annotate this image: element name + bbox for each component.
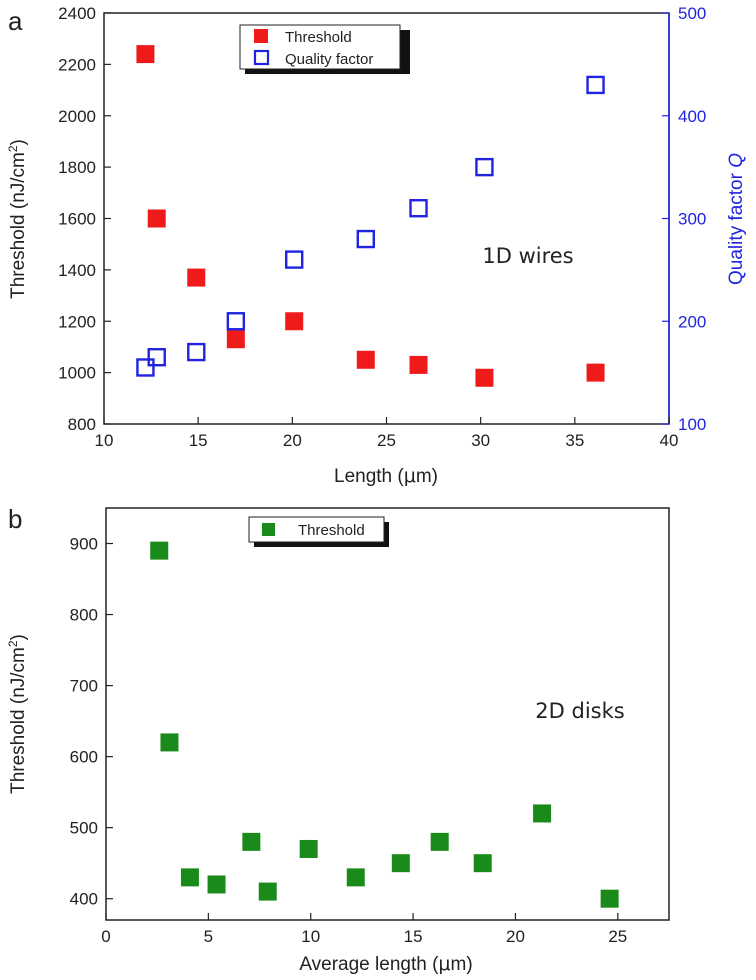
panel-b-annotation: 2D disks <box>535 699 624 723</box>
panel-a-y-tick-label: 2200 <box>58 55 96 74</box>
panel-a-y-tick-label: 1400 <box>58 261 96 280</box>
panel-b-x-tick-label: 10 <box>301 927 320 946</box>
panel-b-x-axis-title: Average length (μm) <box>299 953 472 975</box>
panel-a-x-tick-label: 35 <box>565 431 584 450</box>
panel-a-chart: a 10 15 20 25 30 35 40 800 1000 1200 1400 1600 1800… <box>6 4 747 487</box>
panel-a-x-axis-title: Length (μm) <box>334 465 438 487</box>
panel-a-threshold-point <box>226 330 245 349</box>
panel-a-annotation: 1D wires <box>482 244 573 268</box>
panel-b-threshold-point <box>150 541 169 560</box>
panel-a-x-tick-label: 30 <box>471 431 490 450</box>
panel-b-x-tick-label: 0 <box>101 927 110 946</box>
panel-b-y-tick-label: 400 <box>70 890 98 909</box>
panel-b-legend-threshold-marker <box>262 523 275 536</box>
panel-a-y2-axis-title: Quality factor Q <box>726 153 747 285</box>
panel-a-y-ticks: 800 1000 1200 1400 1600 1800 2000 2200 2400 <box>58 4 111 434</box>
panel-a-quality-factor-point <box>226 312 246 331</box>
panel-a-legend-threshold-marker <box>254 29 268 43</box>
panel-a-quality-factor-point <box>136 358 155 377</box>
panel-b-y-ticks: 400 500 600 700 800 900 <box>70 535 113 909</box>
panel-a-label: a <box>8 6 23 36</box>
panel-b-y-tick-label: 600 <box>70 748 98 767</box>
panel-a-legend-threshold-label: Threshold <box>285 29 352 46</box>
panel-b-threshold-point <box>160 733 179 752</box>
panel-b-y-tick-label: 700 <box>70 677 98 696</box>
panel-b-threshold-point <box>600 889 619 908</box>
panel-a-y2-tick-label: 400 <box>678 107 706 126</box>
panel-a-x-tick-label: 20 <box>283 431 302 450</box>
panel-a-legend: Threshold Quality factor <box>239 24 410 74</box>
panel-a-y2-tick-label: 200 <box>678 312 706 331</box>
panel-a-quality-factor-point <box>586 75 605 95</box>
panel-a-y2-tick-label: 500 <box>678 4 706 23</box>
panel-a-y-tick-label: 2400 <box>58 4 96 23</box>
panel-b-y-tick-label: 500 <box>70 819 98 838</box>
panel-a-y-tick-label: 2000 <box>58 107 96 126</box>
panel-b-threshold-point <box>180 868 199 887</box>
panel-b-threshold-point <box>346 868 365 887</box>
panel-a-threshold-point <box>147 209 166 228</box>
panel-a-legend-quality-marker <box>253 49 270 66</box>
panel-b-threshold-point <box>242 832 261 851</box>
panel-b-x-tick-label: 20 <box>506 927 525 946</box>
panel-b-x-tick-label: 15 <box>404 927 423 946</box>
panel-a-y2-tick-label: 100 <box>678 415 706 434</box>
panel-a-quality-factor-point <box>285 250 304 269</box>
panel-a-y-tick-label: 800 <box>68 415 96 434</box>
panel-b-threshold-point <box>430 832 449 851</box>
panel-a-y-tick-label: 1200 <box>58 312 96 331</box>
panel-b-threshold-point <box>299 839 318 858</box>
panel-b-x-tick-label: 25 <box>608 927 627 946</box>
panel-b-x-ticks: 0 5 10 15 20 25 <box>101 913 627 946</box>
panel-b-x-tick-label: 5 <box>204 927 213 946</box>
panel-b-threshold-point <box>473 854 492 873</box>
panel-b-legend: Threshold <box>248 516 389 547</box>
panel-a-legend-quality-label: Quality factor <box>285 51 373 68</box>
panel-a-threshold-point <box>409 355 428 374</box>
panel-a-x-tick-label: 15 <box>189 431 208 450</box>
panel-a-x-tick-label: 40 <box>660 431 679 450</box>
panel-a-quality-factor-point <box>147 348 166 367</box>
panel-a-threshold-point <box>356 350 375 369</box>
panel-a-y-tick-label: 1800 <box>58 158 96 177</box>
panel-b-label: b <box>8 504 22 534</box>
panel-a-y-tick-label: 1600 <box>58 210 96 229</box>
panel-a-plot-frame <box>103 12 670 425</box>
panel-a-y-tick-label: 1000 <box>58 364 96 383</box>
panel-a-quality-factor-point <box>356 229 375 249</box>
panel-a-data-points <box>136 45 605 387</box>
panel-a-threshold-point <box>187 268 206 287</box>
panel-b-legend-threshold-label: Threshold <box>298 522 365 539</box>
panel-a-y-axis-title: Threshold (nJ/cm2) <box>6 139 29 299</box>
panel-a-y2-tick-label: 300 <box>678 210 706 229</box>
panel-a-y2-ticks: 100 200 300 400 500 <box>662 4 706 434</box>
panel-a-threshold-point <box>285 312 304 331</box>
panel-b-y-tick-label: 800 <box>70 606 98 625</box>
panel-a-threshold-point <box>475 368 494 387</box>
panel-b-y-axis-title: Threshold (nJ/cm2) <box>6 634 29 794</box>
panel-a-threshold-point <box>136 45 155 64</box>
panel-a-threshold-point <box>586 363 605 382</box>
panel-b-threshold-point <box>533 804 552 823</box>
panel-a-quality-factor-point <box>475 157 494 177</box>
panel-a-x-tick-label: 10 <box>95 431 114 450</box>
panel-a-quality-factor-point <box>409 199 428 218</box>
panel-a-x-tick-label: 25 <box>377 431 396 450</box>
panel-b-threshold-point <box>391 854 410 873</box>
panel-b-threshold-point <box>258 882 277 901</box>
panel-a-x-ticks: 10 15 20 25 30 35 40 <box>95 417 679 450</box>
panel-b-chart: b 0 5 10 15 20 25 400 500 600 700 800 900 Average … <box>6 504 670 975</box>
panel-b-plot-frame <box>105 507 670 921</box>
panel-b-data-points <box>150 541 619 908</box>
panel-b-y-tick-label: 900 <box>70 535 98 554</box>
panel-a-quality-factor-point <box>187 342 206 362</box>
panel-b-threshold-point <box>207 875 226 894</box>
